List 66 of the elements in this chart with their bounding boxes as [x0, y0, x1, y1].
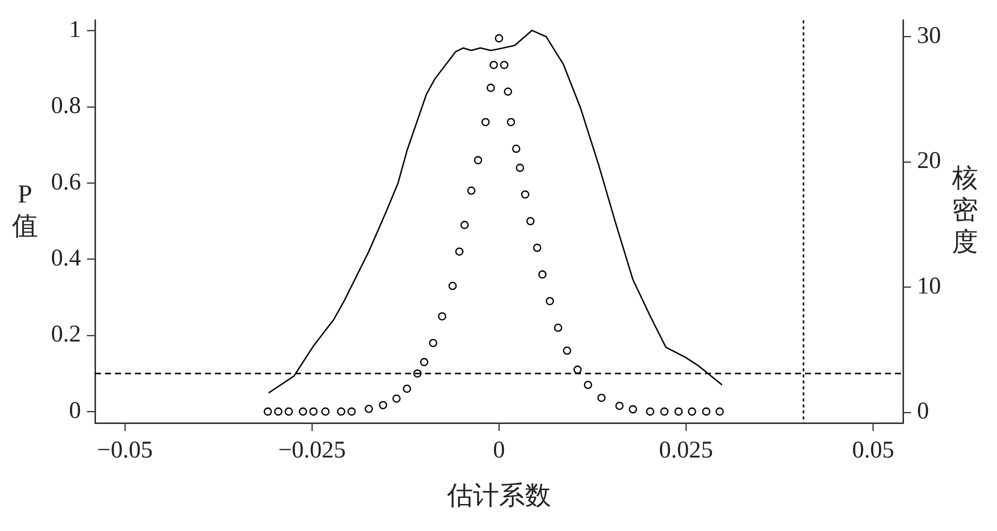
- point: [573, 366, 582, 374]
- point: [298, 407, 308, 416]
- point: [702, 407, 710, 416]
- point: [378, 400, 388, 410]
- point: [336, 407, 346, 416]
- point: [628, 405, 638, 414]
- point: [584, 380, 592, 390]
- point: [420, 358, 428, 366]
- y2-axis-title: 核密度: [951, 164, 978, 257]
- point: [364, 404, 373, 414]
- point: [674, 407, 683, 416]
- point: [467, 186, 476, 195]
- point: [546, 296, 554, 306]
- point: [500, 60, 508, 70]
- x-tick-label: 0.025: [659, 438, 714, 464]
- y2-tick-label: 30: [917, 22, 941, 49]
- y-tick-label: 0.4: [51, 246, 81, 272]
- point: [554, 324, 562, 332]
- point: [597, 394, 606, 402]
- point: [533, 244, 542, 252]
- point: [521, 190, 530, 199]
- point: [688, 407, 696, 416]
- point: [321, 407, 330, 416]
- y2-tick-label: 10: [917, 273, 941, 300]
- point: [460, 220, 469, 230]
- y-tick-label: 0: [69, 398, 81, 424]
- point: [516, 164, 524, 172]
- point: [438, 312, 446, 320]
- y-tick-label: 0.2: [51, 322, 81, 348]
- point: [660, 407, 668, 416]
- point: [716, 407, 724, 416]
- point: [309, 407, 318, 416]
- y-tick-label: 1: [69, 16, 81, 43]
- point: [413, 369, 422, 378]
- point: [538, 270, 547, 279]
- point: [481, 118, 490, 126]
- point: [474, 156, 482, 164]
- point: [448, 282, 457, 290]
- point: [455, 247, 464, 256]
- point: [494, 34, 504, 42]
- y-axis-title: P值: [12, 180, 38, 241]
- x-tick-label: −0.025: [278, 438, 346, 464]
- point: [615, 402, 624, 410]
- y-tick-label: 0.8: [51, 93, 81, 120]
- point: [526, 216, 535, 226]
- point: [392, 394, 401, 403]
- point: [402, 384, 412, 393]
- point: [504, 87, 512, 96]
- point: [562, 346, 572, 355]
- point: [284, 407, 293, 416]
- point: [486, 84, 495, 92]
- y-tick-label: 0.6: [51, 169, 81, 196]
- x-tick-label: −0.05: [97, 438, 153, 464]
- point: [429, 338, 438, 348]
- point: [347, 407, 356, 416]
- x-axis-title: 估计系数: [446, 481, 551, 510]
- y2-tick-label: 20: [917, 148, 941, 174]
- point: [506, 118, 516, 126]
- point: [490, 60, 498, 70]
- point: [512, 144, 520, 153]
- point: [274, 407, 282, 416]
- x-tick-label: 0.05: [852, 438, 894, 464]
- y2-tick-label: 0: [917, 398, 929, 425]
- point: [646, 407, 654, 416]
- x-tick-label: 0: [493, 438, 505, 464]
- point: [264, 407, 272, 416]
